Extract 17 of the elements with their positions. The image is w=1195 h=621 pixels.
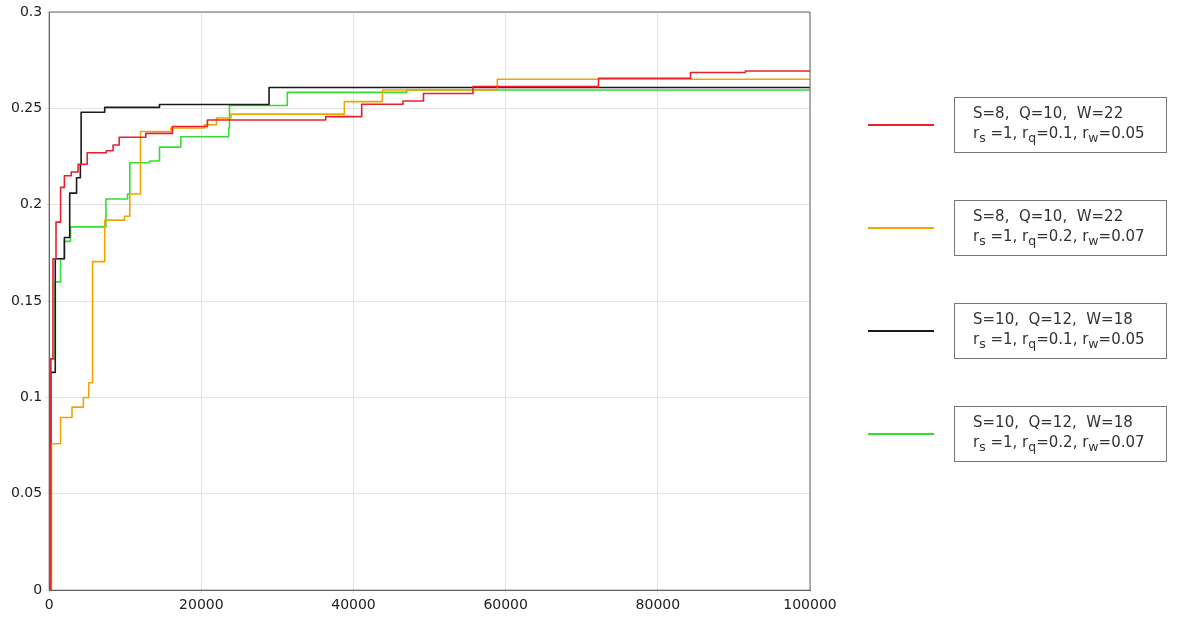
text: S=10, Q=12, W=18 r$_{s}$ =1, r$_{q}$=0.1, r$_{w}$=0.05 [954, 303, 1167, 359]
x-tick-label: 0 [44, 596, 54, 613]
x-tick-label: 80000 [635, 596, 681, 613]
text: S=8, Q=10, W=22 r$_{s}$ =1, r$_{q}$=0.2, r$_{w}$=0.07 [954, 200, 1167, 256]
y-tick-label: 0.1 [19, 388, 43, 405]
x-tick-label: 60000 [483, 596, 528, 613]
x-tick-label: 20000 [179, 596, 224, 613]
y-tick-label: 0 [33, 580, 43, 597]
x-tick-label: 40000 [331, 596, 376, 613]
y-tick-label: 0.15 [11, 291, 43, 308]
text: S=10, Q=12, W=18 r$_{s}$ =1, r$_{q}$=0.2, r$_{w}$=0.07 [954, 406, 1167, 462]
y-tick-label: 0.05 [11, 484, 43, 501]
y-tick-label: 0.25 [11, 99, 43, 116]
y-tick-label: 0.2 [19, 195, 43, 212]
y-tick-label: 0.3 [19, 2, 43, 19]
x-tick-label: 100000 [783, 596, 837, 613]
text: S=8, Q=10, W=22 r$_{s}$ =1, r$_{q}$=0.1, r$_{w}$=0.05 [954, 97, 1167, 153]
